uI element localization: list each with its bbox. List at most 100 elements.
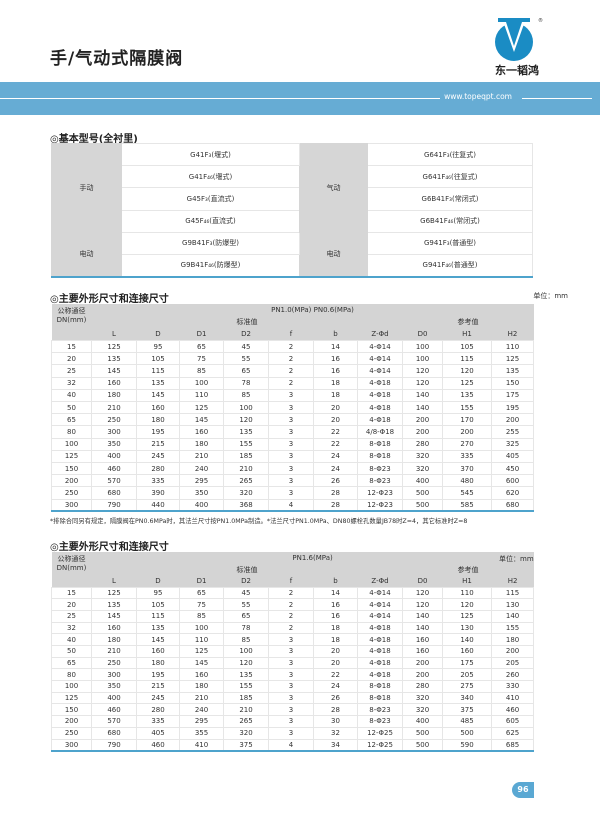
value-cell: 16 [313, 352, 358, 366]
value-cell: 140 [402, 400, 443, 415]
value-cell: 110 [179, 388, 224, 403]
dn-cell: 200 [51, 474, 92, 488]
value-cell: 4-Φ14 [357, 340, 403, 354]
value-cell: 270 [442, 437, 492, 451]
value-cell: 125 [442, 376, 492, 390]
value-cell: 135 [223, 668, 269, 682]
model-cell: G641F₃(往复式) [367, 142, 533, 167]
value-cell: 295 [179, 474, 224, 488]
value-cell: 620 [491, 486, 534, 500]
value-cell: 265 [223, 715, 269, 728]
value-cell: 180 [91, 388, 137, 403]
value-cell: 30 [313, 715, 358, 728]
pressure-header: PN1.0(MPa) PN0.6(MPa) [91, 304, 534, 317]
value-cell: 210 [179, 449, 224, 463]
value-cell: 55 [223, 598, 269, 611]
value-cell: 2 [268, 609, 314, 623]
model-cell: G941F₄₆(普通型) [367, 253, 533, 278]
value-cell: 100 [223, 400, 269, 415]
value-cell: 160 [179, 425, 224, 439]
table-row: 40 180 145 110 85 3 18 4-Φ18 140 135 175 [51, 388, 534, 403]
value-cell: 210 [223, 461, 269, 476]
value-cell: 170 [442, 413, 492, 427]
value-cell: 150 [491, 376, 534, 390]
value-cell: 45 [223, 586, 269, 600]
value-cell: 280 [136, 703, 180, 717]
value-cell: 200 [402, 425, 443, 439]
table-row: 80 300 195 160 135 3 22 4-Φ18 200 205 260 [51, 668, 535, 682]
value-cell: 16 [313, 598, 358, 611]
value-cell: 400 [91, 691, 137, 705]
value-cell: 12-Φ23 [357, 498, 403, 512]
value-cell: 4-Φ18 [357, 413, 403, 427]
value-cell: 18 [313, 376, 358, 390]
value-cell: 590 [442, 738, 492, 752]
value-cell: 485 [442, 715, 492, 728]
value-cell: 110 [442, 586, 492, 600]
value-cell: 135 [442, 388, 492, 403]
footnote: *排除合同另有规定，隔膜阀在PN0.6MPa时，其法兰尺寸按PN1.0MPa制造… [50, 518, 468, 525]
column-header: b [313, 328, 358, 341]
value-cell: 140 [402, 621, 443, 635]
value-cell: 125 [179, 645, 224, 658]
value-cell: 34 [313, 738, 358, 752]
section-heading-basic-models: ◎基本型号(全衬里) [50, 134, 138, 145]
value-cell: 160 [179, 668, 224, 682]
divider [0, 98, 440, 99]
value-cell: 240 [179, 703, 224, 717]
column-header: L [91, 328, 137, 341]
table-row: 25 145 115 85 65 2 16 4-Φ14 120 120 135 [51, 364, 534, 378]
value-cell: 400 [91, 449, 137, 463]
dn-header: 公称通径 DN(mm) [51, 304, 92, 329]
table-row: 40 180 145 110 85 3 18 4-Φ18 160 140 180 [51, 633, 535, 646]
dn-cell: 250 [51, 486, 92, 500]
unit-label: 单位：mm [533, 292, 568, 300]
value-cell: 300 [91, 425, 137, 439]
table-row: 25 145 115 85 65 2 16 4-Φ14 140 125 140 [51, 609, 535, 623]
value-cell: 12-Φ23 [357, 486, 403, 500]
value-cell: 135 [136, 621, 180, 635]
value-cell: 600 [491, 474, 534, 488]
value-cell: 18 [313, 388, 358, 403]
value-cell: 95 [136, 340, 180, 354]
value-cell: 460 [136, 738, 180, 752]
value-cell: 3 [268, 474, 314, 488]
value-cell: 145 [179, 413, 224, 427]
dn-cell: 80 [51, 425, 92, 439]
value-cell: 160 [91, 621, 137, 635]
value-cell: 140 [402, 609, 443, 623]
value-cell: 460 [91, 703, 137, 717]
value-cell: 3 [268, 486, 314, 500]
table-row: 200 570 335 295 265 3 30 8-Φ23 400 485 605 [51, 715, 535, 728]
value-cell: 500 [402, 726, 443, 740]
value-cell: 130 [490, 598, 535, 611]
dn-cell: 20 [51, 598, 92, 611]
value-cell: 185 [223, 691, 269, 705]
value-cell: 320 [402, 461, 443, 476]
table-row: 250 680 405 355 320 3 32 12-Φ25 500 500 625 [51, 726, 535, 740]
value-cell: 125 [179, 400, 224, 415]
value-cell: 12-Φ25 [357, 726, 403, 740]
value-cell: 355 [179, 726, 224, 740]
value-cell: 8-Φ18 [357, 449, 403, 463]
value-cell: 275 [442, 680, 492, 693]
table-row: 15 125 95 65 45 2 14 4-Φ14 100 105 110 [51, 340, 534, 354]
value-cell: 110 [491, 340, 534, 354]
value-cell: 28 [313, 486, 358, 500]
value-cell: 4-Φ18 [357, 388, 403, 403]
value-cell: 145 [91, 364, 137, 378]
brand-logo: ® [495, 17, 543, 61]
value-cell: 335 [136, 715, 180, 728]
model-cell: G45F₃(直流式) [121, 187, 300, 211]
value-cell: 320 [223, 726, 269, 740]
value-cell: 570 [91, 474, 137, 488]
value-cell: 4-Φ18 [357, 633, 403, 646]
table-row: 125 400 245 210 185 3 24 8-Φ18 320 335 405 [51, 449, 534, 463]
value-cell: 145 [91, 609, 137, 623]
basic-models-table: 手动 G41F₃(堰式) 气动 G641F₃(往复式) G41F₄₆(堰式) G641F₄… [51, 142, 533, 278]
value-cell: 115 [136, 609, 180, 623]
value-cell: 500 [402, 738, 443, 752]
value-cell: 3 [268, 668, 314, 682]
value-cell: 4-Φ14 [357, 364, 403, 378]
value-cell: 135 [136, 376, 180, 390]
